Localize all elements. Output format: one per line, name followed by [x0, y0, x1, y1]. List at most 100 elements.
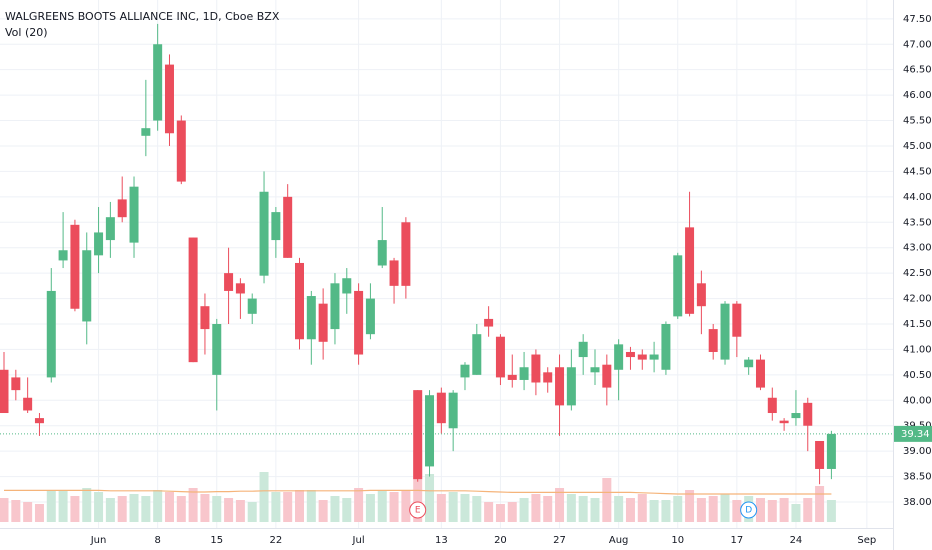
candle-body [472, 334, 482, 375]
volume-bar [685, 490, 695, 522]
candle-body [803, 402, 813, 426]
candle-body [188, 237, 198, 363]
candle-body [436, 392, 446, 424]
volume-bar [649, 500, 659, 522]
chart-title: WALGREENS BOOTS ALLIANCE INC, 1D, Cboe B… [5, 10, 280, 23]
candle-body [224, 273, 234, 291]
candle-body [425, 395, 435, 467]
volume-bar [803, 498, 813, 522]
y-tick-label: 46.50 [903, 65, 932, 76]
volume-bar [708, 496, 718, 522]
candle-body [566, 367, 576, 406]
volume-bar [0, 498, 9, 522]
candle-body [141, 128, 151, 136]
candle-body [649, 354, 659, 360]
y-tick-label: 39.00 [903, 446, 932, 457]
candle-body [235, 283, 245, 294]
candle-body [164, 64, 174, 134]
y-tick-label: 43.00 [903, 243, 932, 254]
candle-body [259, 191, 269, 276]
volume-bar [484, 502, 494, 522]
candle-body [779, 420, 789, 424]
candle-body [176, 120, 186, 182]
candle-body [82, 250, 92, 322]
volume-bar [401, 490, 411, 522]
axis-labels: 38.0038.5039.0039.5040.0040.5041.0041.50… [90, 14, 932, 546]
volume-bar [70, 496, 80, 522]
candle-body [247, 298, 257, 314]
volume-bar [295, 490, 304, 522]
volume-bar [590, 498, 600, 522]
candle-body [578, 341, 588, 358]
volume-bar [94, 492, 104, 522]
volume-bar [318, 500, 328, 522]
volume-bar [105, 498, 115, 522]
candle-body [614, 344, 624, 370]
candle-body [153, 44, 163, 121]
volume-bar [555, 488, 565, 522]
candle-body [555, 367, 565, 406]
volume-bar [543, 496, 553, 522]
volume-bar [212, 496, 222, 522]
volume-bar [578, 496, 588, 522]
event-marker[interactable] [409, 501, 427, 519]
event-label: E [415, 506, 421, 516]
volume-bar [58, 490, 68, 522]
y-tick-label: 45.50 [903, 116, 932, 127]
x-tick-label: 17 [730, 535, 743, 546]
volume-bar [176, 496, 186, 522]
x-tick-label: 8 [154, 535, 160, 546]
candle-body [354, 290, 364, 355]
candle-body [129, 186, 139, 243]
x-tick-label: Aug [609, 535, 629, 546]
volume-bar [413, 450, 423, 522]
y-tick-label: 41.50 [903, 319, 932, 330]
volume-bar [791, 504, 801, 522]
volume-bar [507, 502, 517, 522]
candle-body [70, 224, 80, 309]
volume-bar [767, 500, 777, 522]
candle-body [484, 318, 494, 327]
volume-bar [519, 498, 529, 522]
candle-body [637, 354, 647, 360]
y-tick-label: 40.50 [903, 370, 932, 381]
volume-bar [11, 500, 21, 522]
candle-body [413, 390, 423, 480]
candle-body [105, 217, 115, 241]
last-price-tag [894, 425, 932, 442]
volume-bar [661, 500, 671, 522]
y-tick-label: 46.00 [903, 90, 932, 101]
candle-body [117, 199, 127, 218]
volume-bar [377, 490, 387, 522]
candle-body [744, 359, 754, 368]
candle-body [708, 329, 718, 352]
y-tick-label: 38.00 [903, 497, 932, 508]
candle-body [330, 283, 340, 330]
event-label: D [745, 506, 752, 516]
volume-title: Vol (20) [5, 26, 48, 39]
candle-body [448, 392, 458, 429]
candle-body [23, 397, 33, 411]
event-marker[interactable] [740, 501, 758, 519]
y-tick-label: 38.50 [903, 472, 932, 483]
volume-bar [531, 494, 541, 522]
volume-bar [696, 498, 706, 522]
volume-bar [235, 500, 245, 522]
y-tick-label: 41.00 [903, 344, 932, 355]
x-tick-label: 27 [553, 535, 566, 546]
volume-bar [779, 498, 789, 522]
candle-body [401, 222, 411, 286]
x-tick-label: Sep [857, 535, 876, 546]
volume-bar [271, 492, 281, 522]
y-tick-label: 42.00 [903, 294, 932, 305]
candle-body [94, 232, 104, 256]
candle-body [271, 212, 281, 241]
y-tick-label: 40.00 [903, 395, 932, 406]
volume-bar [826, 500, 836, 522]
candle-body [283, 196, 293, 258]
y-tick-label: 44.50 [903, 166, 932, 177]
volume-bar [247, 502, 257, 522]
volume-bar [129, 494, 139, 522]
